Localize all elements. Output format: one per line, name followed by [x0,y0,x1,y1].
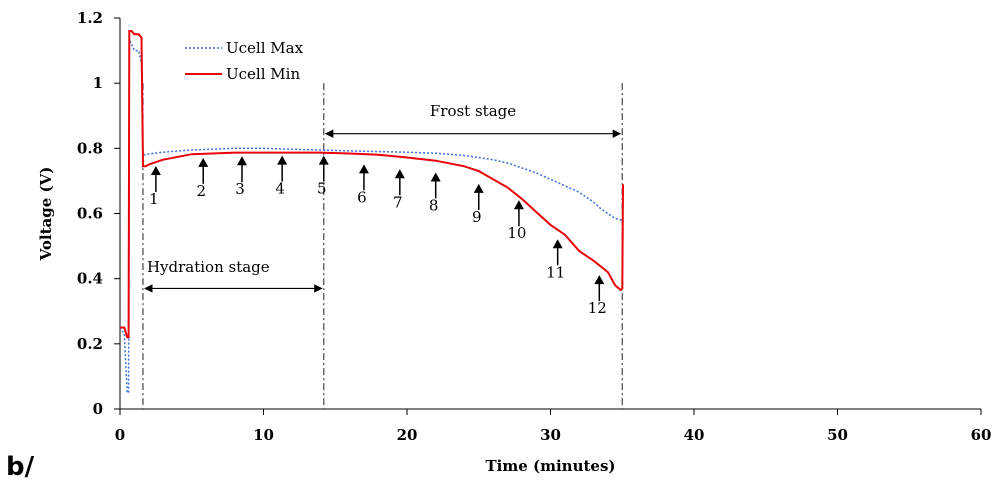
point-arrow-head [552,239,563,249]
y-tick-label: 0.8 [77,139,103,157]
x-tick-label: 0 [115,426,125,444]
point-arrow-label: 6 [357,188,367,206]
y-axis-title: Voltage (V) [37,167,55,262]
stage-label: Frost stage [430,102,516,120]
series-line-ucell-min [120,30,624,339]
legend-label: Ucell Min [226,65,300,83]
point-arrow-label: 10 [507,224,526,242]
point-arrow-head [394,169,405,179]
point-arrow-label: 12 [588,299,607,317]
x-tick-label: 60 [971,426,992,444]
point-arrow-head [430,172,441,182]
x-tick-label: 20 [397,426,418,444]
point-arrow-label: 7 [393,193,403,211]
point-arrow-head [150,165,161,175]
point-arrow-label: 8 [429,197,439,215]
x-tick-label: 30 [540,426,561,444]
point-arrow-head [594,275,605,285]
point-arrow-label: 11 [546,263,565,281]
x-tick-label: 50 [827,426,848,444]
point-arrow-head [277,155,288,165]
stage-label: Hydration stage [147,258,270,276]
y-tick-label: 0.4 [77,270,103,288]
y-tick-label: 0 [93,400,103,418]
point-arrow-head [513,200,524,210]
y-tick-label: 0.2 [77,335,103,353]
point-arrow-head [198,157,209,167]
x-tick-label: 10 [253,426,274,444]
point-arrow-label: 1 [149,190,159,208]
point-arrow-label: 3 [235,180,245,198]
point-arrow-label: 9 [472,208,482,226]
y-tick-label: 0.6 [77,205,103,223]
series-line-ucell-max [119,38,623,394]
point-arrow-head [473,183,484,193]
point-arrow-label: 2 [196,182,206,200]
y-tick-label: 1 [93,74,103,92]
x-axis-title: Time (minutes) [486,457,616,475]
x-tick-label: 40 [684,426,705,444]
point-arrow-head [318,155,329,165]
legend-label: Ucell Max [226,39,304,57]
point-arrow-head [236,156,247,166]
panel-label: b/ [6,452,35,482]
point-arrow-head [358,164,369,174]
y-tick-label: 1.2 [77,9,103,27]
point-arrow-label: 4 [275,180,285,198]
point-arrow-label: 5 [317,180,327,198]
